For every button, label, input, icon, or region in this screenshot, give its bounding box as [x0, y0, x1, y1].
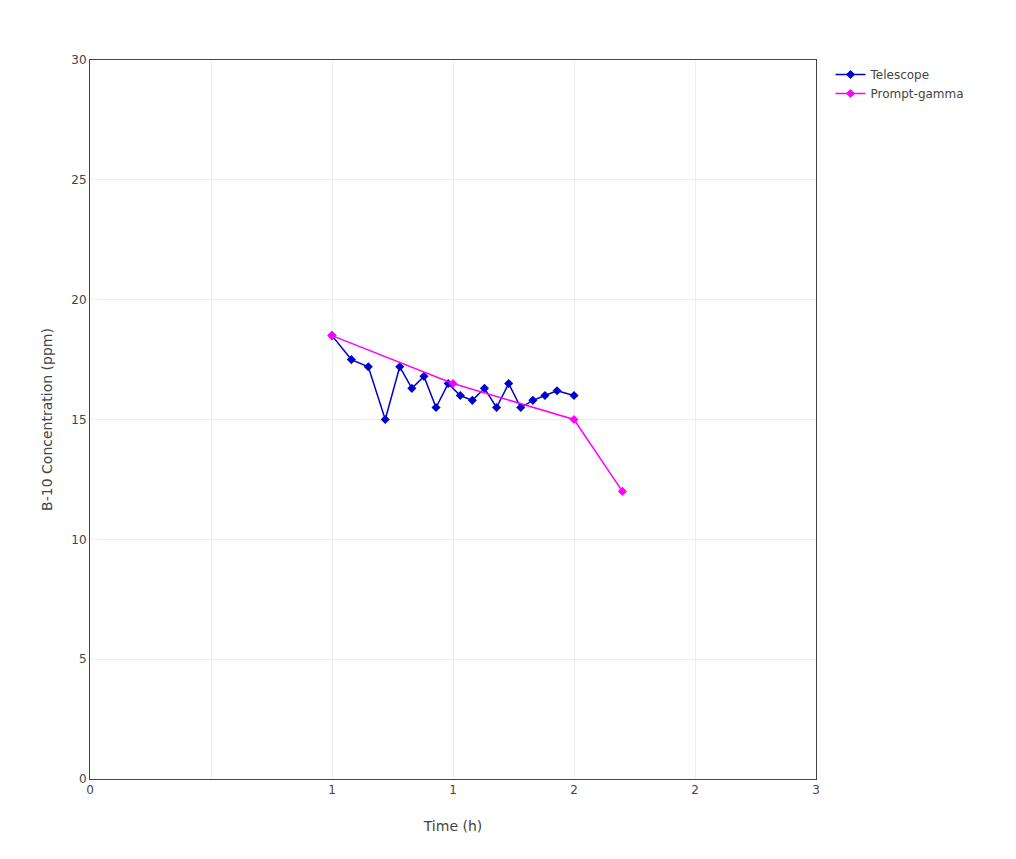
svg-text:20: 20	[71, 293, 86, 307]
svg-text:B-10 Concentration (ppm): B-10 Concentration (ppm)	[39, 328, 55, 511]
svg-text:3: 3	[812, 783, 820, 797]
svg-text:0: 0	[79, 772, 87, 786]
svg-text:10: 10	[71, 533, 86, 547]
svg-text:Telescope: Telescope	[870, 68, 930, 82]
svg-text:1: 1	[328, 783, 336, 797]
svg-text:2: 2	[691, 783, 699, 797]
svg-text:5: 5	[79, 652, 87, 666]
svg-text:Time (h): Time (h)	[423, 818, 483, 834]
svg-text:15: 15	[71, 413, 86, 427]
svg-text:25: 25	[71, 173, 86, 187]
svg-text:0: 0	[86, 783, 94, 797]
svg-text:1: 1	[449, 783, 457, 797]
svg-text:30: 30	[71, 53, 86, 67]
svg-text:2: 2	[570, 783, 578, 797]
svg-text:Prompt-gamma: Prompt-gamma	[871, 87, 964, 101]
